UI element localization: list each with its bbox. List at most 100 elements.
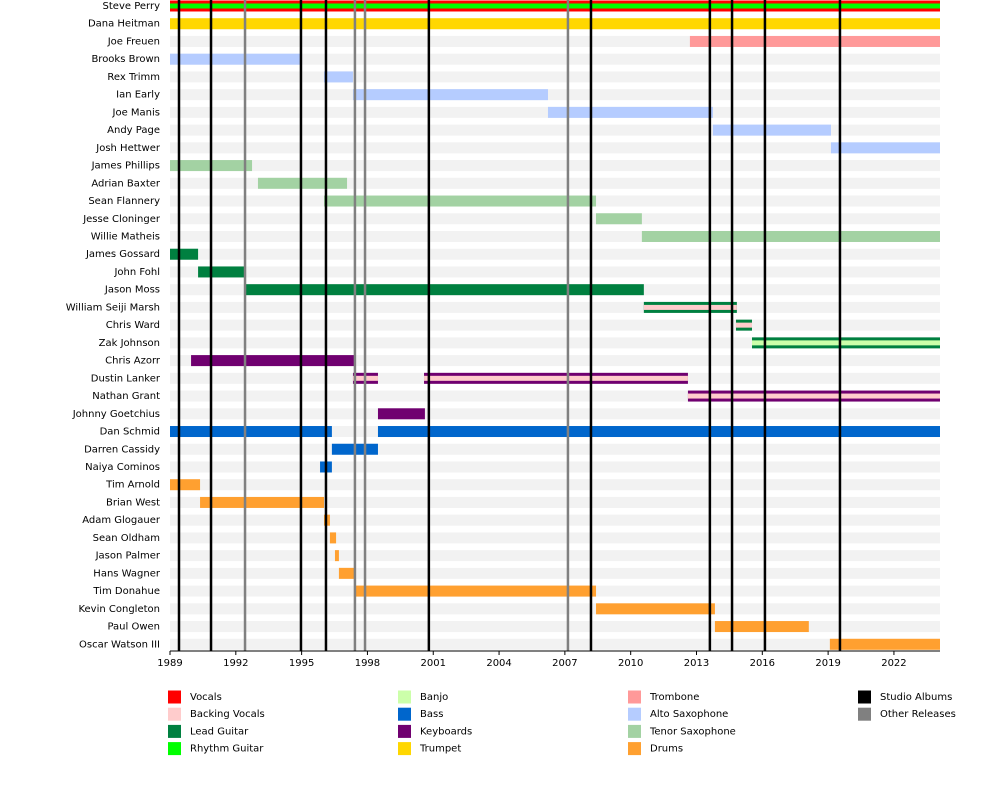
legend-label: Other Releases <box>880 709 956 720</box>
legend-swatch <box>628 690 641 704</box>
legend-swatch <box>168 742 181 756</box>
member-bar <box>830 142 940 154</box>
x-tick-label: 2007 <box>552 658 577 669</box>
member-name: Tim Arnold <box>105 480 160 491</box>
member-bar <box>829 638 940 650</box>
member-name: Darren Cassidy <box>84 444 160 455</box>
row-band <box>170 248 940 260</box>
member-name: James Gossard <box>85 249 160 260</box>
member-bar <box>354 585 597 597</box>
row-band <box>170 603 940 615</box>
legend-label: Backing Vocals <box>190 709 265 720</box>
x-tick-label: 1995 <box>289 658 314 669</box>
member-bar <box>198 266 246 278</box>
member-bar <box>377 408 425 420</box>
member-name: Johnny Goetchius <box>72 409 160 420</box>
x-tick-label: 2016 <box>750 658 775 669</box>
member-bar <box>324 71 353 83</box>
member-bar <box>689 35 940 47</box>
member-bar <box>200 496 324 508</box>
member-name: Brooks Brown <box>91 54 160 65</box>
member-name: Oscar Watson III <box>79 639 160 650</box>
x-tick-label: 2022 <box>881 658 906 669</box>
member-name: Dustin Lanker <box>91 373 161 384</box>
legend-swatch <box>858 690 871 704</box>
member-name: Joe Freuen <box>107 36 160 47</box>
row-band <box>170 71 940 83</box>
member-bar <box>170 18 940 30</box>
member-name: Adam Glogauer <box>82 515 161 526</box>
member-bar <box>377 426 940 438</box>
row-band <box>170 461 940 473</box>
x-tick-label: 2019 <box>815 658 840 669</box>
x-tick-label: 1998 <box>355 658 380 669</box>
member-bar <box>338 567 355 579</box>
member-bar <box>191 355 355 367</box>
member-bar <box>714 621 809 633</box>
member-name: Hans Wagner <box>93 568 161 579</box>
member-name: Paul Owen <box>107 622 160 633</box>
row-band <box>170 124 940 136</box>
member-bar <box>170 426 332 438</box>
member-name: Nathan Grant <box>92 391 160 402</box>
member-name: Willie Matheis <box>91 231 160 242</box>
legend-label: Rhythm Guitar <box>190 744 264 755</box>
row-band <box>170 160 940 172</box>
legend-label: Keyboards <box>420 726 472 737</box>
member-bar <box>245 284 644 296</box>
member-bar <box>324 195 597 207</box>
member-name: Josh Hettwer <box>95 143 161 154</box>
legend-label: Trombone <box>649 692 699 703</box>
member-name: Sean Oldham <box>93 533 160 544</box>
legend-label: Tenor Saxophone <box>649 726 736 737</box>
member-name: Dan Schmid <box>100 427 160 438</box>
member-name: Naiya Cominos <box>85 462 160 473</box>
row-band <box>170 567 940 579</box>
member-name: Andy Page <box>107 125 160 136</box>
x-tick-label: 2010 <box>618 658 643 669</box>
member-bar-secondary <box>687 393 940 399</box>
legend-label: Alto Saxophone <box>650 709 728 720</box>
row-band <box>170 53 940 65</box>
member-name: Jason Moss <box>104 285 160 296</box>
row-band <box>170 337 940 349</box>
row-band <box>170 496 940 508</box>
legend-swatch <box>398 707 411 721</box>
row-band <box>170 390 940 402</box>
row-band <box>170 514 940 526</box>
member-bar-secondary <box>424 375 688 381</box>
row-band <box>170 443 940 455</box>
member-name: Brian West <box>106 497 160 508</box>
x-tick-label: 2004 <box>486 658 511 669</box>
member-bar <box>352 89 548 101</box>
member-name: Chris Ward <box>106 320 160 331</box>
member-bar <box>334 550 339 562</box>
member-name: John Fohl <box>113 267 160 278</box>
member-name: Zak Johnson <box>99 338 160 349</box>
member-bar-secondary <box>735 322 752 328</box>
x-tick-label: 1992 <box>223 658 248 669</box>
legend-label: Lead Guitar <box>190 726 249 737</box>
x-tick-label: 2013 <box>684 658 709 669</box>
row-band <box>170 355 940 367</box>
row-band <box>170 532 940 544</box>
legend-swatch <box>168 707 181 721</box>
legend-swatch <box>628 707 641 721</box>
legend-swatch <box>168 690 181 704</box>
x-tick-label: 2001 <box>421 658 446 669</box>
member-name: Chris Azorr <box>105 356 161 367</box>
legend-swatch <box>628 742 641 756</box>
legend-swatch <box>858 707 871 721</box>
legend-swatch <box>628 724 641 738</box>
legend-label: Bass <box>420 709 443 720</box>
member-name: William Seiji Marsh <box>66 302 160 313</box>
member-name: Sean Flannery <box>88 196 160 207</box>
member-bar <box>596 213 642 225</box>
legend-label: Drums <box>650 744 683 755</box>
member-name: Tim Donahue <box>92 586 160 597</box>
member-bar <box>257 177 348 189</box>
legend-label: Trumpet <box>419 744 461 755</box>
legend-label: Studio Albums <box>880 692 952 703</box>
member-bar-secondary <box>751 340 940 346</box>
